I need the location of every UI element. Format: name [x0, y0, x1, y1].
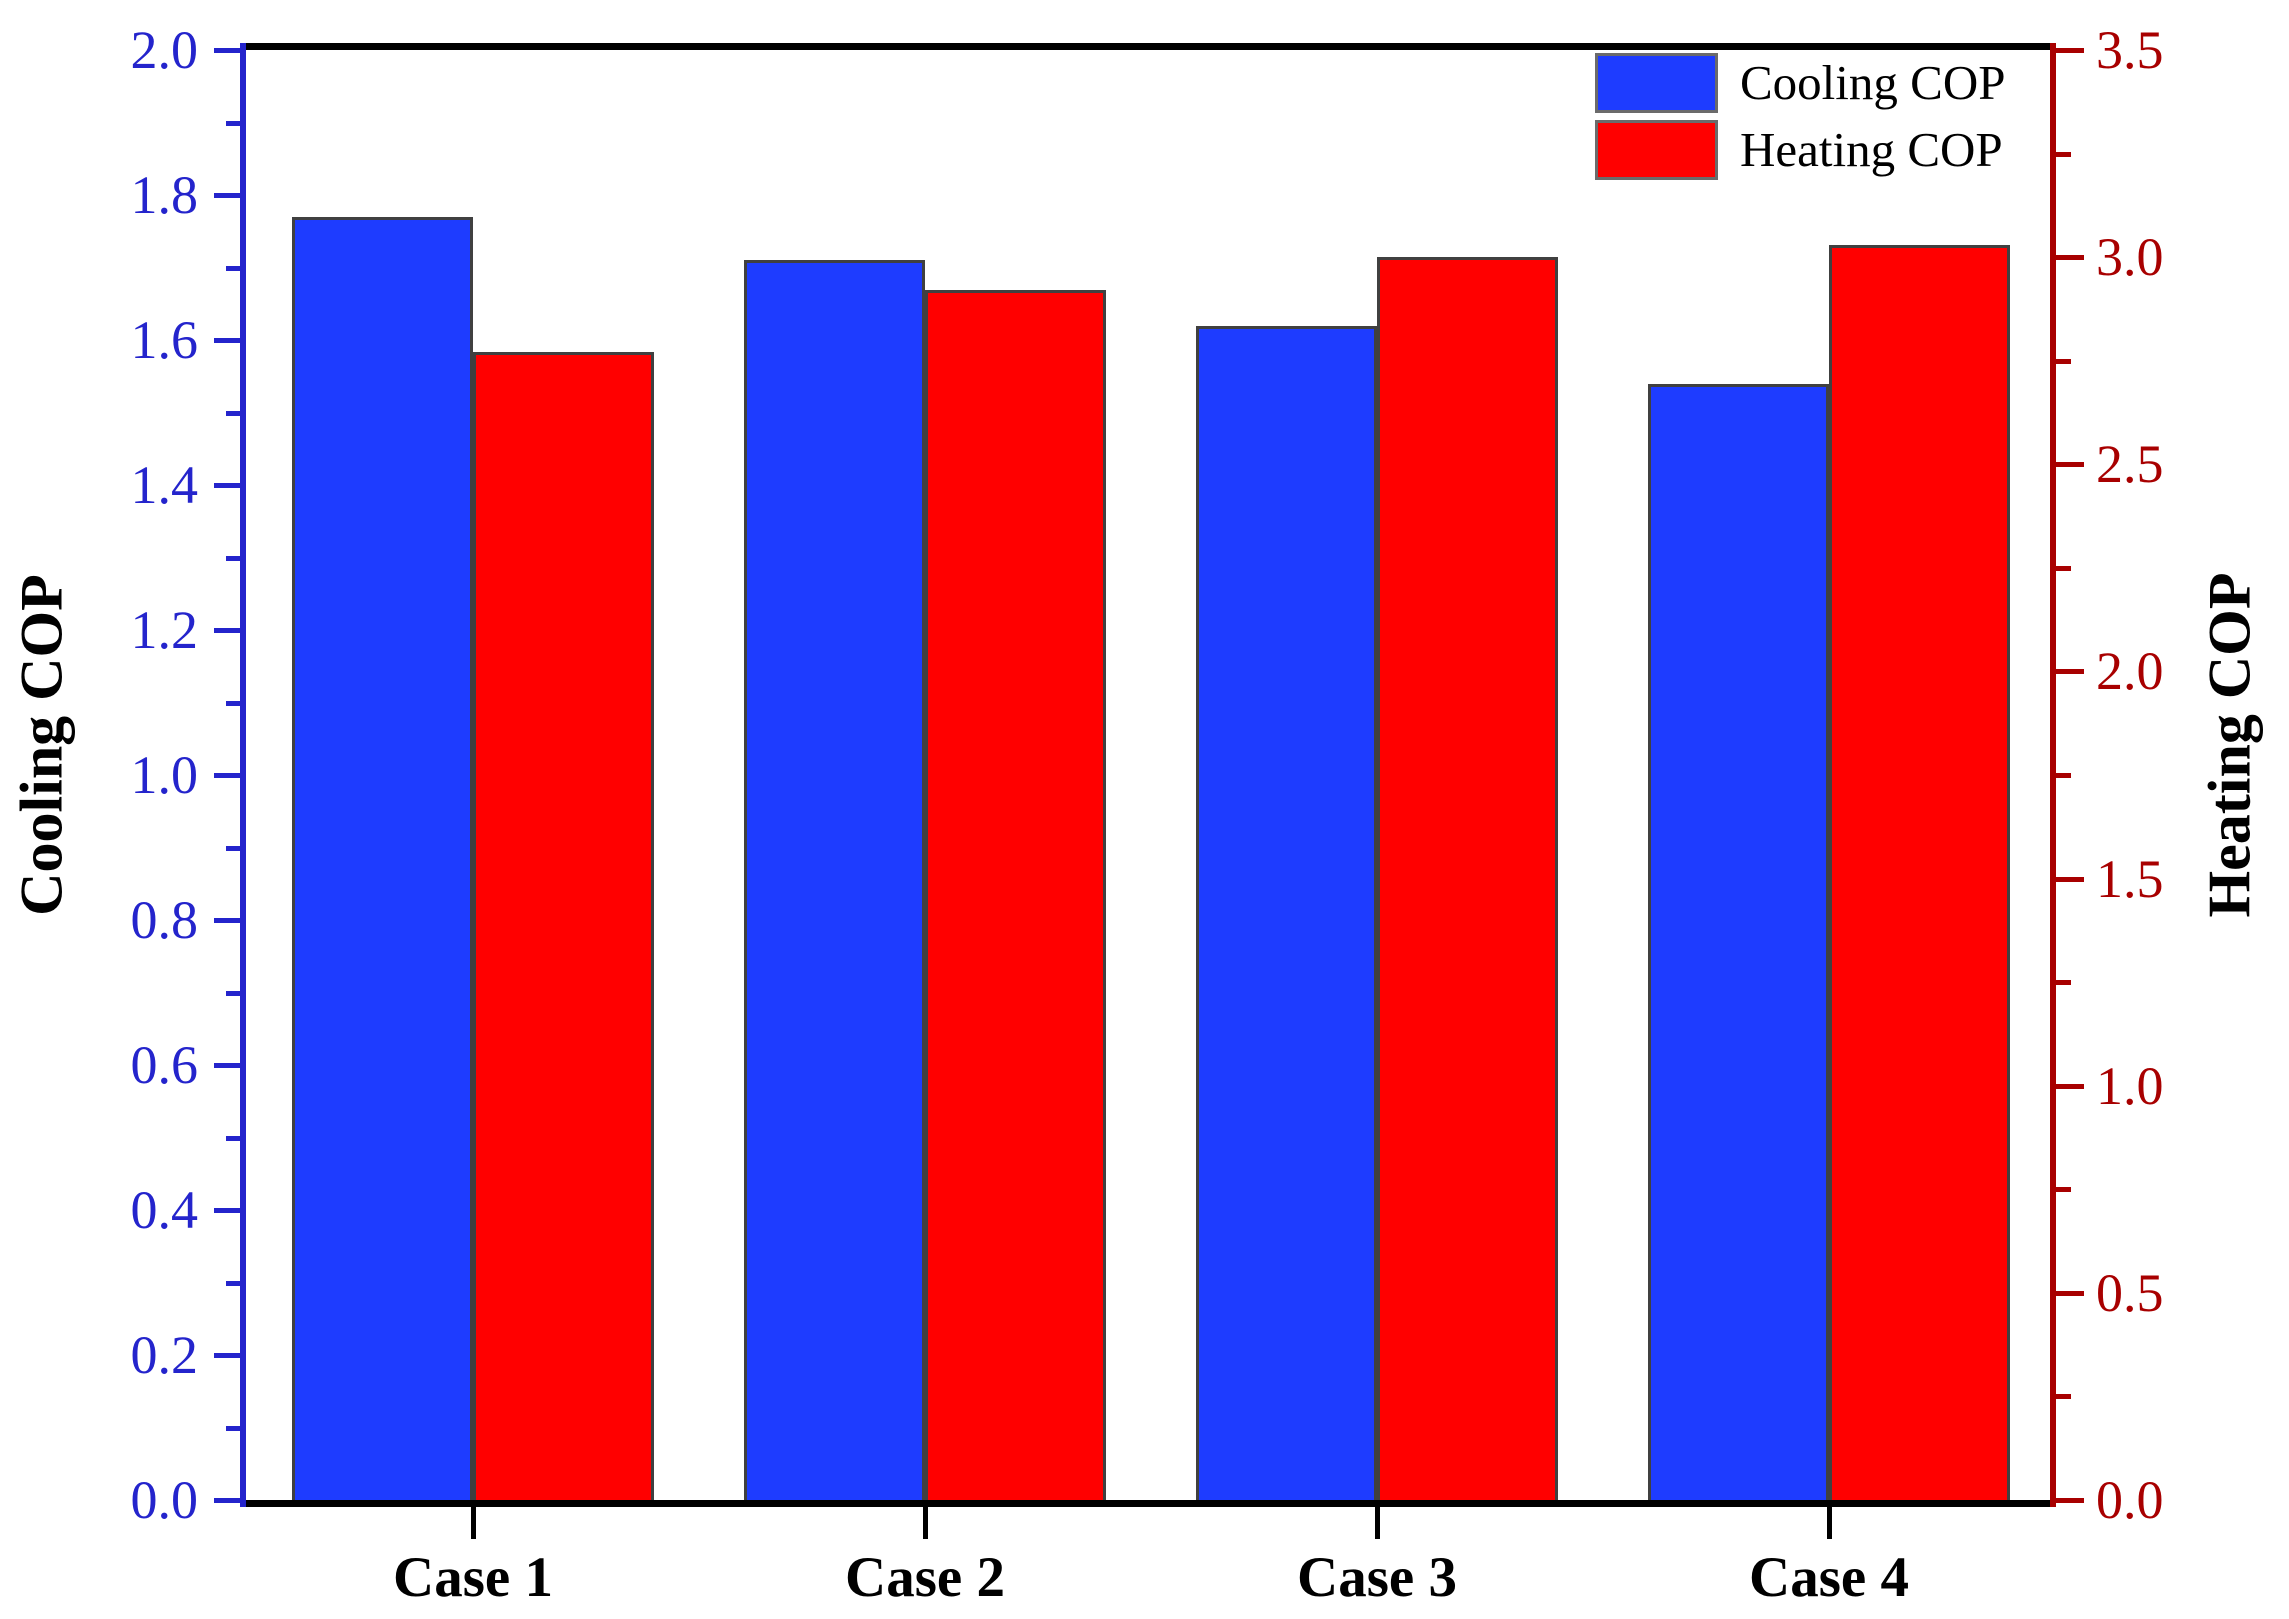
right-axis-tick-label: 0.5 [2096, 1262, 2164, 1323]
left-axis-major-tick [214, 338, 240, 343]
right-axis-major-tick [2056, 876, 2084, 882]
heating-bar-1 [473, 352, 654, 1504]
left-axis-minor-tick [226, 845, 240, 851]
right-axis-major-tick [2056, 669, 2084, 675]
right-axis-line [2050, 43, 2056, 1507]
left-axis-line [240, 43, 246, 1507]
cooling-legend-swatch [1595, 53, 1718, 113]
right-axis-minor-tick [2056, 1187, 2071, 1193]
left-axis-major-tick [214, 193, 240, 198]
right-axis-tick-label: 3.5 [2096, 20, 2164, 80]
right-axis-minor-tick [2056, 773, 2071, 778]
right-axis-minor-tick [2056, 151, 2071, 157]
cooling-legend-label: Cooling COP [1740, 55, 2006, 110]
left-axis-tick-label: 1.8 [130, 165, 199, 225]
left-axis-title: Cooling COP [8, 574, 75, 916]
left-axis-tick-label: 0.6 [130, 1035, 199, 1095]
right-axis-tick-label: 2.5 [2096, 434, 2164, 495]
left-axis-tick-label: 2.0 [130, 20, 199, 80]
left-axis-tick-label: 0.0 [130, 1470, 199, 1530]
heating-bar-3 [1377, 257, 1558, 1504]
heating-bar-4 [1829, 244, 2010, 1504]
right-axis-minor-tick [2056, 358, 2071, 364]
right-axis-tick-label: 2.0 [2096, 641, 2164, 702]
heating-legend-label: Heating COP [1740, 122, 2003, 177]
cooling-bar-2 [744, 260, 925, 1504]
left-axis-tick-label: 1.0 [130, 745, 199, 805]
right-axis-tick-label: 1.0 [2096, 1055, 2164, 1116]
right-axis-major-tick [2056, 48, 2084, 53]
left-axis-major-tick [214, 483, 240, 488]
left-axis-minor-tick [226, 1135, 240, 1141]
right-axis-tick-label: 3.0 [2096, 227, 2164, 288]
cooling-bar-3 [1196, 325, 1377, 1504]
right-axis-major-tick [2056, 255, 2084, 261]
plot-frame-bottom [240, 1500, 2056, 1507]
cooling-bar-4 [1648, 383, 1829, 1504]
left-axis-minor-tick [226, 1425, 240, 1431]
x-axis-tick [923, 1507, 928, 1539]
x-axis-tick [471, 1507, 476, 1539]
left-axis-major-tick [214, 1353, 240, 1358]
right-axis-title: Heating COP [2196, 572, 2263, 918]
heating-legend-swatch [1595, 120, 1718, 180]
left-axis-tick-label: 1.2 [130, 600, 199, 660]
x-axis-category-label: Case 3 [1297, 1546, 1457, 1609]
left-axis-tick-label: 1.4 [130, 455, 199, 515]
cooling-bar-1 [292, 216, 473, 1504]
left-axis-major-tick [214, 628, 240, 633]
left-axis-minor-tick [226, 990, 240, 996]
x-axis-tick [1375, 1507, 1380, 1539]
left-axis-minor-tick [226, 410, 240, 416]
right-axis-minor-tick [2056, 980, 2071, 986]
left-axis-minor-tick [226, 555, 240, 561]
right-axis-major-tick [2056, 1290, 2084, 1296]
x-axis-category-label: Case 1 [393, 1546, 553, 1609]
left-axis-tick-label: 1.6 [130, 310, 199, 370]
right-axis-minor-tick [2056, 565, 2071, 571]
right-axis-major-tick [2056, 1498, 2084, 1503]
left-axis-minor-tick [226, 120, 240, 126]
left-axis-major-tick [214, 918, 240, 923]
plot-frame-top [240, 43, 2056, 50]
left-axis-minor-tick [226, 265, 240, 271]
x-axis-category-label: Case 2 [845, 1546, 1005, 1609]
left-axis-major-tick [214, 1208, 240, 1213]
right-axis-major-tick [2056, 462, 2084, 468]
left-axis-minor-tick [226, 1280, 240, 1286]
x-axis-tick [1827, 1507, 1832, 1539]
left-axis-tick-label: 0.2 [130, 1325, 199, 1385]
heating-bar-2 [925, 290, 1106, 1504]
right-axis-minor-tick [2056, 1394, 2071, 1400]
left-axis-minor-tick [226, 700, 240, 706]
x-axis-category-label: Case 4 [1749, 1546, 1909, 1609]
left-axis-tick-label: 0.8 [130, 890, 199, 950]
right-axis-tick-label: 0.0 [2096, 1470, 2164, 1530]
left-axis-tick-label: 0.4 [130, 1180, 199, 1240]
left-axis-major-tick [214, 773, 240, 778]
left-axis-major-tick [214, 48, 240, 53]
left-axis-major-tick [214, 1498, 240, 1503]
right-axis-tick-label: 1.5 [2096, 848, 2164, 909]
right-axis-major-tick [2056, 1083, 2084, 1089]
left-axis-major-tick [214, 1063, 240, 1068]
